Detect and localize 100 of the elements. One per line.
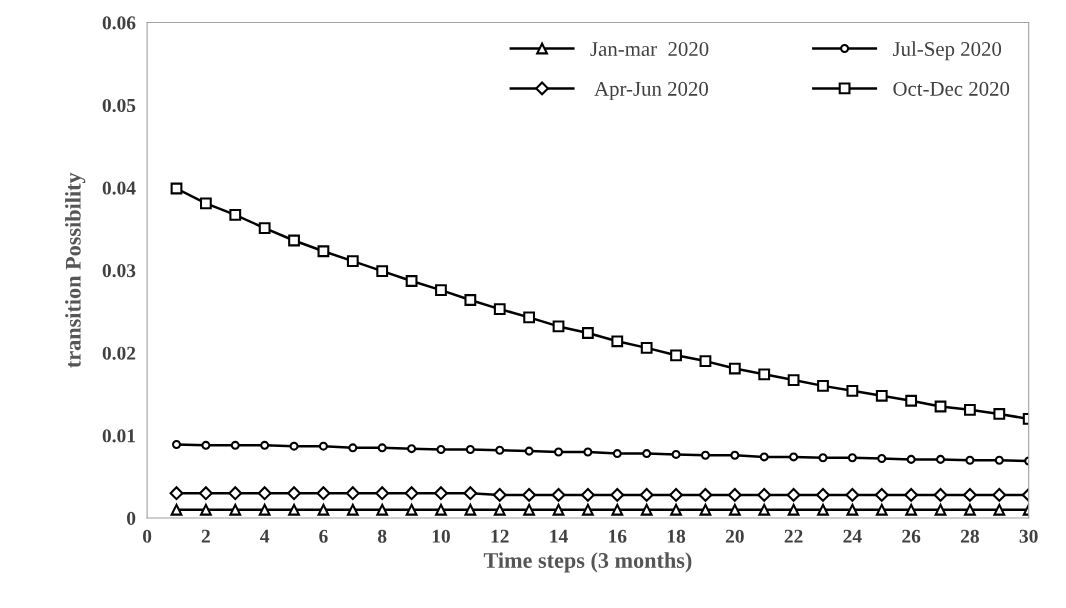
point <box>786 487 801 502</box>
point <box>847 453 857 463</box>
point <box>846 384 859 397</box>
point <box>316 486 331 501</box>
legend-label: Jul-Sep 2020 <box>892 41 1002 61</box>
x-axis-title: Time steps (3 months) <box>483 552 692 573</box>
point <box>874 487 889 502</box>
point <box>671 449 681 459</box>
point <box>994 455 1004 465</box>
point <box>934 400 947 413</box>
point <box>730 450 740 460</box>
point <box>552 320 565 333</box>
point <box>346 503 359 516</box>
point <box>670 503 682 516</box>
point <box>583 447 593 457</box>
legend-label: Apr-Jun 2020 <box>594 81 708 101</box>
point <box>936 454 946 464</box>
point <box>759 452 769 462</box>
point <box>434 486 448 501</box>
point <box>817 379 829 392</box>
point <box>554 447 564 457</box>
x-tick-label: 24 <box>843 529 862 543</box>
point <box>551 487 566 502</box>
point <box>582 327 594 339</box>
point <box>170 182 183 195</box>
x-tick-label: 14 <box>550 529 568 543</box>
point <box>465 444 475 454</box>
point <box>435 284 447 296</box>
point <box>640 503 653 516</box>
point <box>699 503 712 516</box>
point <box>817 503 829 516</box>
x-tick-label: 26 <box>902 529 921 543</box>
point <box>758 368 771 381</box>
legend-label: Oct-Dec 2020 <box>893 81 1010 96</box>
point <box>904 487 919 502</box>
point <box>640 341 653 354</box>
point <box>789 452 799 462</box>
point <box>670 349 682 362</box>
point <box>524 446 534 456</box>
point <box>699 355 712 367</box>
point <box>522 487 537 502</box>
point <box>376 265 389 277</box>
y-tick-label: 0.01 <box>102 429 135 443</box>
point <box>464 294 477 306</box>
x-tick-label: 28 <box>961 529 979 543</box>
point <box>992 487 1007 502</box>
point <box>906 454 916 464</box>
point <box>757 487 772 502</box>
y-tick-label: 0.06 <box>102 16 136 30</box>
point <box>845 487 860 502</box>
point <box>875 503 888 516</box>
point <box>698 487 713 502</box>
point <box>611 503 624 516</box>
point <box>289 441 299 451</box>
x-tick-label: 2 <box>201 529 210 543</box>
point <box>965 455 975 465</box>
point <box>170 503 183 516</box>
point <box>404 486 419 501</box>
point <box>905 503 918 516</box>
point <box>228 486 243 501</box>
point <box>230 440 240 450</box>
point <box>877 454 887 464</box>
x-tick-label: 22 <box>784 529 803 543</box>
point <box>258 222 271 235</box>
point <box>345 486 360 501</box>
point <box>229 209 242 221</box>
point <box>728 362 741 375</box>
y-tick-label: 0 <box>127 511 136 525</box>
point <box>376 503 389 516</box>
x-tick-label: 0 <box>142 529 152 543</box>
point <box>287 486 301 501</box>
point <box>318 441 328 451</box>
point <box>169 486 184 501</box>
point <box>201 440 211 450</box>
point <box>818 453 828 463</box>
x-tick-label: 18 <box>667 529 686 543</box>
point <box>933 487 948 502</box>
point <box>993 503 1006 516</box>
point <box>229 503 242 516</box>
point <box>405 503 418 516</box>
point <box>700 450 710 460</box>
point <box>523 311 536 324</box>
point <box>435 503 447 516</box>
point <box>348 443 358 453</box>
point <box>580 487 595 502</box>
point <box>436 444 446 454</box>
x-tick-label: 12 <box>491 529 509 543</box>
point <box>199 503 212 516</box>
point <box>492 487 507 502</box>
point <box>934 503 947 516</box>
legend-label: Jan-mar 2020 <box>590 41 709 57</box>
point <box>642 449 652 459</box>
y-tick-label: 0.04 <box>102 181 136 195</box>
x-tick-label: 30 <box>1019 529 1038 543</box>
x-tick-label: 6 <box>319 529 328 543</box>
point <box>727 487 742 502</box>
point <box>464 503 477 516</box>
point <box>552 503 565 516</box>
point <box>669 487 683 502</box>
point <box>905 394 918 407</box>
